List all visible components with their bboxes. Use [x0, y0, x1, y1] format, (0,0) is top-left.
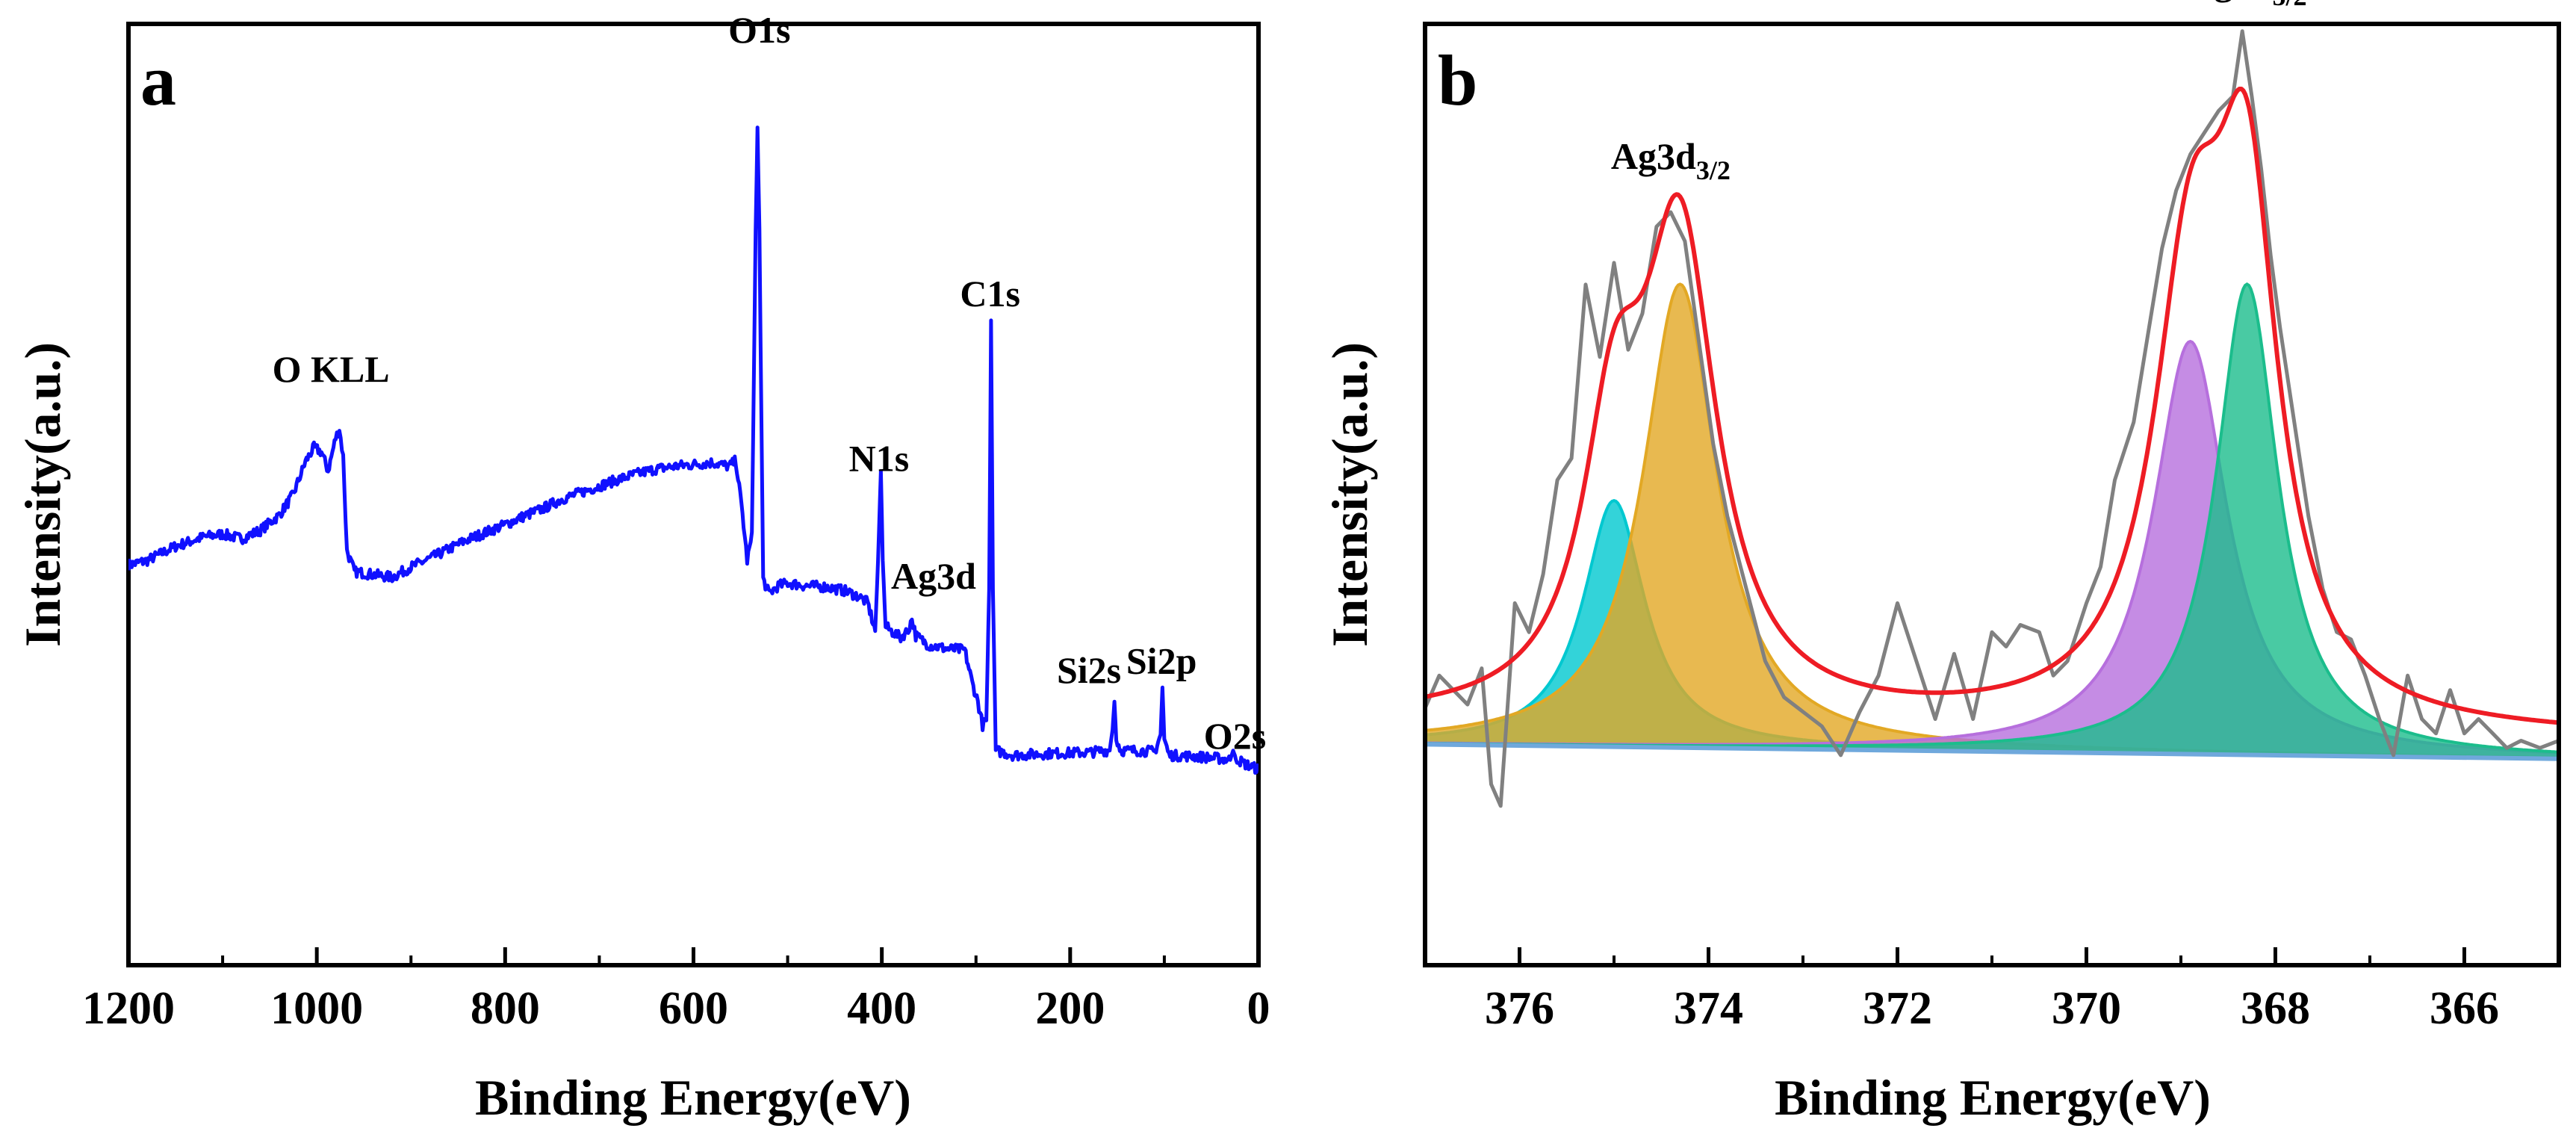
- panel-b-x-tick-label: 368: [2241, 983, 2310, 1034]
- panel-b-peak-label-subscript: 3/2: [1696, 155, 1731, 185]
- panel-b-peak-label: Ag3d5/2: [2188, 0, 2307, 11]
- panel-a-peak-label: Si2p: [1126, 639, 1197, 681]
- panel-b-x-tick-labels: 376 374 372 370 368 366: [1485, 983, 2499, 1034]
- panel-a-peak-label: O2s: [1204, 715, 1266, 757]
- panel-b-x-ticks: [1424, 947, 2466, 965]
- panel-b-x-axis-title: Binding Energy(eV): [1775, 1069, 2211, 1126]
- panel-a-peak-label: C1s: [960, 273, 1020, 315]
- panel-a-x-tick-label: 600: [659, 983, 728, 1034]
- panel-b-x-tick-label: 376: [1485, 983, 1554, 1034]
- panel-a: a 1200 1000 800 600 400 200 0 O1s O KLL C1s N1s Ag…: [14, 9, 1270, 1126]
- panel-b-baseline: [1425, 742, 2559, 761]
- panel-a-survey-line: [128, 126, 1258, 775]
- panel-b-x-tick-label: 372: [1863, 983, 1932, 1034]
- panel-b-peak-label: Ag3d3/2: [1611, 135, 1731, 185]
- panel-a-x-tick-labels: 1200 1000 800 600 400 200 0: [82, 983, 1270, 1034]
- panel-a-x-tick-label: 1000: [270, 983, 363, 1034]
- panel-b-peak-label-main: Ag3d: [1611, 135, 1696, 177]
- panel-b-peak-label-subscript: 5/2: [2273, 0, 2307, 11]
- panel-b-peak-label-main: Ag3d: [2188, 0, 2273, 3]
- panel-a-peak-label: O KLL: [273, 348, 390, 390]
- panel-b-x-tick-label: 374: [1674, 983, 1743, 1034]
- panel-a-label: a: [140, 40, 176, 120]
- panel-a-peak-label: Si2s: [1057, 649, 1121, 691]
- panel-b-peak-labels: Ag3d3/2Ag3d5/2: [1611, 0, 2307, 185]
- panel-a-x-tick-label: 200: [1035, 983, 1105, 1034]
- panel-b-label: b: [1438, 40, 1477, 120]
- panel-a-peak-label: N1s: [849, 438, 910, 480]
- panel-a-x-tick-label: 800: [471, 983, 540, 1034]
- panel-a-x-tick-label: 400: [847, 983, 916, 1034]
- panel-a-x-tick-label: 0: [1247, 983, 1270, 1034]
- panel-a-x-ticks: [126, 947, 1261, 965]
- panel-a-x-axis-title: Binding Energy(eV): [475, 1069, 911, 1126]
- panel-b-raw-data-line: [1425, 29, 2559, 808]
- panel-a-peak-label: O1s: [728, 9, 790, 51]
- panel-b-x-tick-label: 366: [2430, 983, 2499, 1034]
- panel-b-y-axis-title: Intensity(a.u.): [1321, 342, 1378, 647]
- panel-a-x-tick-label: 1200: [82, 983, 175, 1034]
- panel-a-peak-label: Ag3d: [891, 555, 976, 597]
- panel-a-y-axis-title: Intensity(a.u.): [14, 342, 71, 647]
- panel-b-fit-envelope: [1425, 87, 2559, 725]
- panel-b-x-tick-label: 370: [2052, 983, 2121, 1034]
